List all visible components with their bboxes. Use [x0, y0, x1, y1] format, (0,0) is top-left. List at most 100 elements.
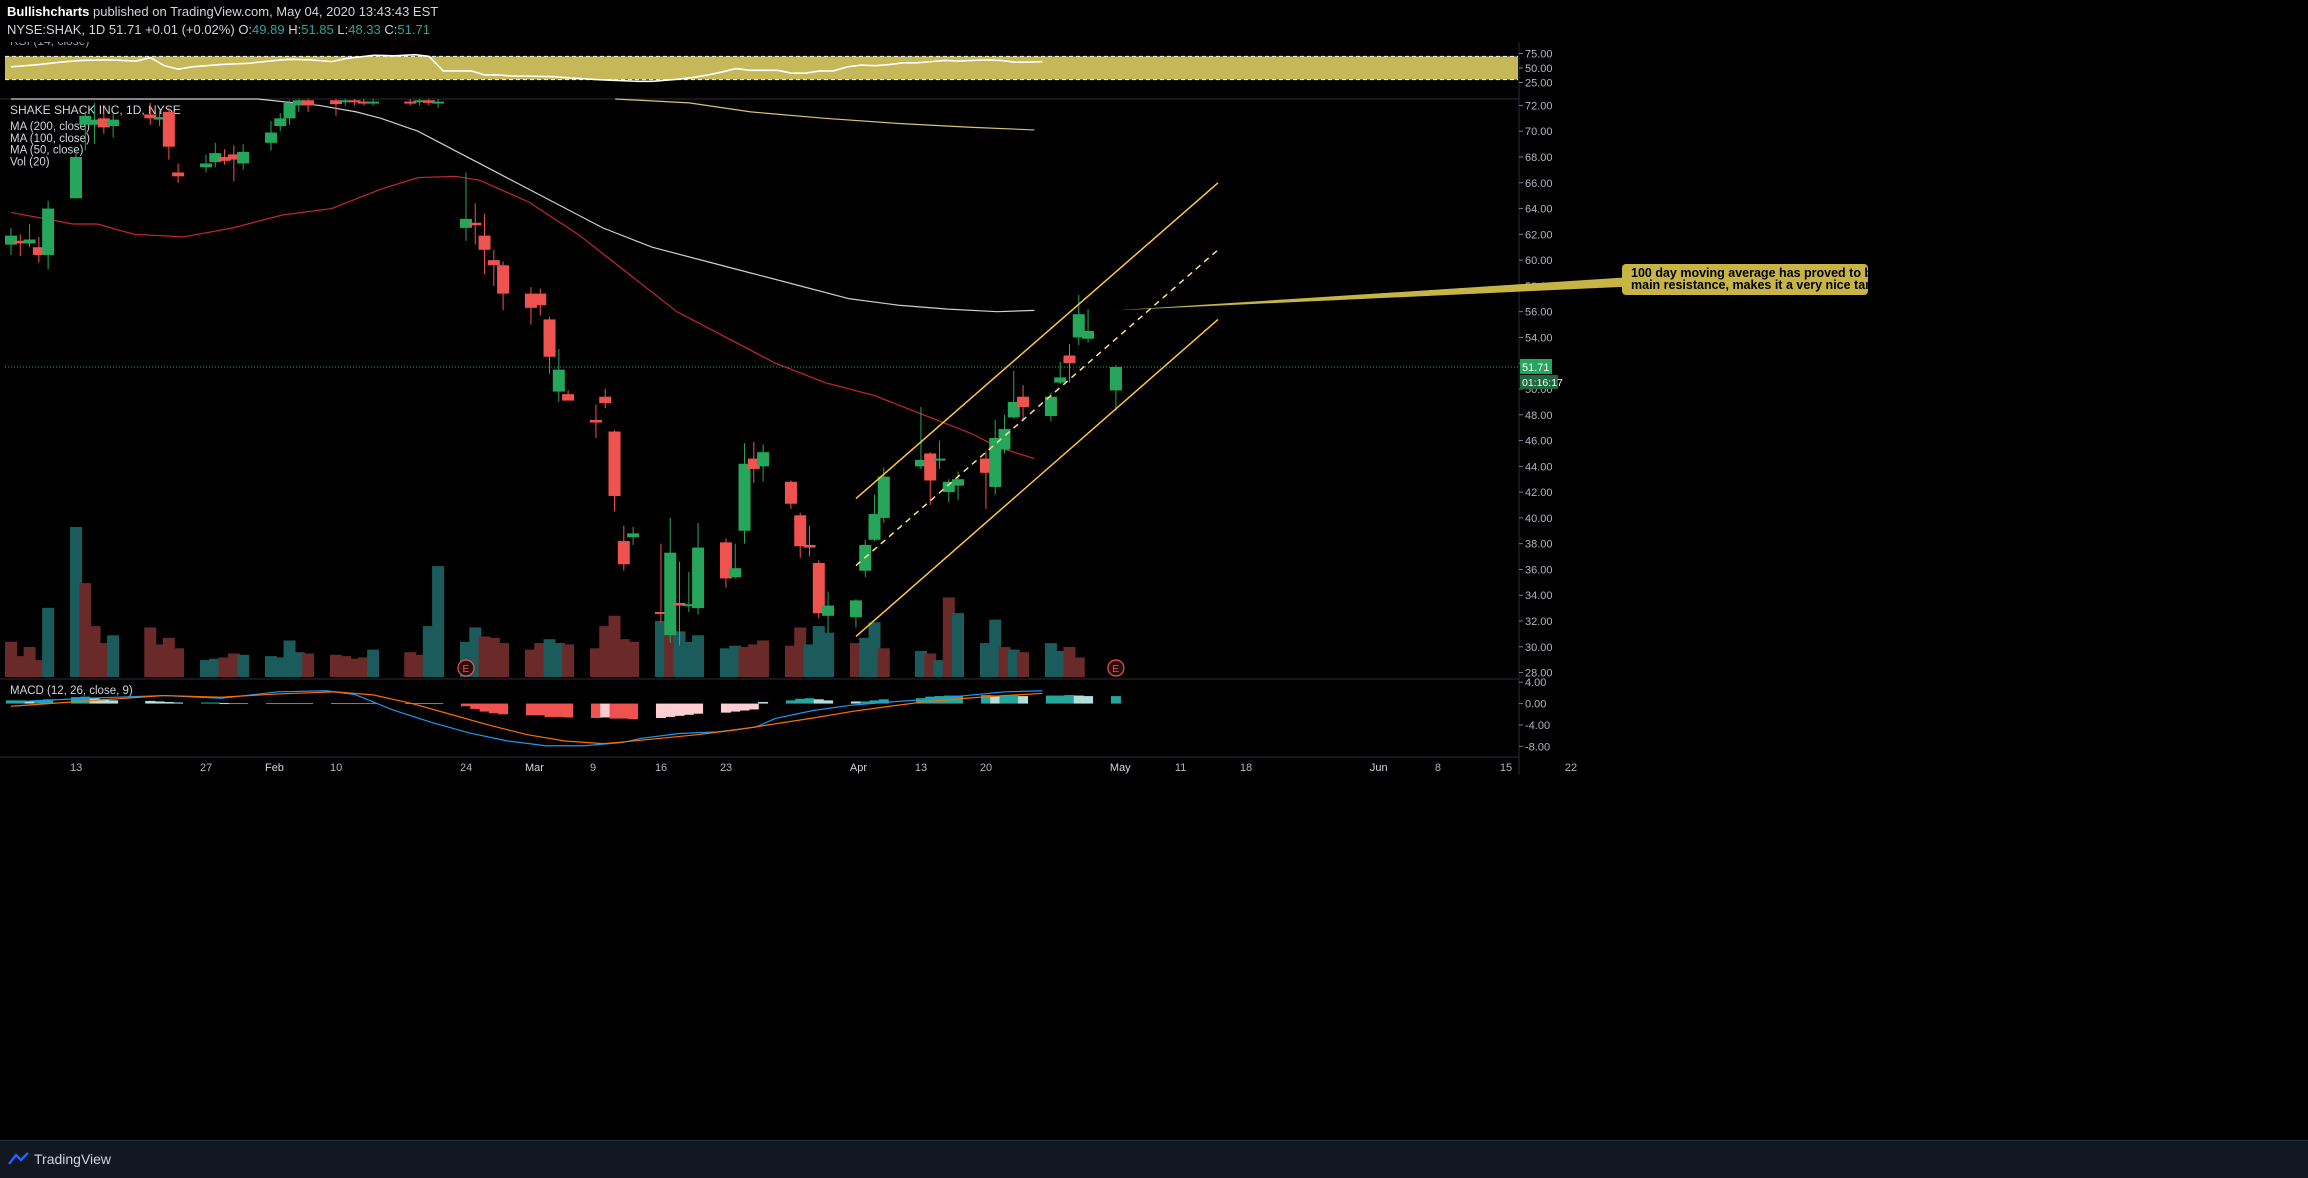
volume-bar — [534, 643, 547, 677]
candle-body — [69, 157, 82, 199]
rsi-tick-label: 75.00 — [1525, 49, 1553, 61]
volume-bar — [367, 649, 380, 677]
high-key: H: — [288, 22, 302, 37]
volume-bar — [1044, 643, 1057, 677]
volume-bar — [859, 637, 872, 677]
legend-entry: Vol (20) — [10, 156, 50, 168]
earnings-marker-icon — [457, 659, 475, 677]
candle-body — [952, 479, 965, 486]
candle-body — [367, 101, 380, 104]
x-tick-label: 23 — [720, 762, 732, 774]
brand-label[interactable]: TradingView — [34, 1151, 112, 1167]
channel-upper-line — [855, 182, 1219, 500]
candle-body — [627, 533, 640, 538]
y-tick-label: 42.00 — [1525, 487, 1553, 499]
volume-bar — [283, 640, 296, 677]
volume-bar — [599, 626, 612, 677]
volume-bar — [32, 660, 45, 677]
candle-body — [979, 458, 992, 473]
candle-body — [757, 452, 770, 467]
volume-bar — [729, 645, 742, 677]
signal-line — [10, 691, 1043, 745]
macd-histogram-bar — [999, 695, 1010, 704]
annotation-text-line1: 100 day moving average has proved to be — [1631, 266, 1879, 280]
macd-histogram-bar — [33, 700, 44, 704]
macd-histogram-bar — [293, 703, 304, 705]
macd-histogram-bar — [878, 699, 889, 704]
macd-histogram-bar — [24, 700, 35, 704]
annotation-text-line2: main resistance, makes it a very nice ta… — [1631, 278, 1890, 292]
macd-histogram-bar — [210, 702, 221, 704]
volume-bar — [738, 647, 751, 677]
candle-body — [88, 119, 101, 125]
candle-body — [348, 100, 361, 103]
rsi-tick-label: 25.00 — [1525, 78, 1553, 90]
tradingview-logo-icon — [8, 1152, 29, 1165]
symbol-label[interactable]: NYSE:SHAK, 1D — [7, 22, 106, 37]
macd-histogram-bar — [433, 703, 444, 705]
volume-bar — [998, 647, 1011, 677]
macd-histogram-bar — [303, 703, 314, 705]
y-tick-label: 68.00 — [1525, 152, 1553, 164]
macd-tick-label: 4.00 — [1525, 677, 1546, 689]
candle-body — [664, 552, 677, 636]
volume-bar — [524, 649, 537, 677]
y-tick-label: 44.00 — [1525, 461, 1553, 473]
macd-histogram-bar — [6, 700, 16, 704]
author-name[interactable]: Bullishcharts — [7, 4, 90, 19]
candle-body — [1063, 355, 1076, 364]
macd-histogram-bar — [683, 703, 694, 715]
macd-histogram-bar — [498, 703, 509, 715]
y-tick-label: 36.00 — [1525, 564, 1553, 576]
macd-tick-label: -4.00 — [1525, 720, 1550, 732]
earnings-marker-label: E — [1112, 664, 1119, 675]
candle-body — [729, 568, 742, 578]
volume-bar — [329, 654, 342, 677]
macd-histogram-bar — [330, 703, 341, 705]
candle-body — [14, 240, 27, 244]
volume-bar — [218, 657, 231, 677]
y-tick-label: 54.00 — [1525, 332, 1553, 344]
ohlc-line: NYSE:SHAK, 1D 51.71 +0.01 (+0.02%) O:49.… — [7, 22, 430, 37]
chart-canvas[interactable]: RSI (14, close) 75.00 50.00 25.00 SHAKE SHAC… — [0, 42, 2308, 1140]
candle-body — [153, 117, 166, 120]
macd-histogram-bar — [238, 703, 249, 705]
x-tick-label: 11 — [1175, 762, 1186, 774]
legend-entry: MA (100, close) — [10, 133, 90, 145]
volume-bar — [339, 656, 352, 677]
volume-bar — [719, 648, 732, 677]
y-tick-label: 40.00 — [1525, 513, 1553, 525]
volume-bar — [422, 626, 435, 677]
volume-bar — [933, 660, 946, 677]
macd-histogram-bar — [173, 702, 184, 704]
macd-histogram-bar — [850, 701, 861, 704]
macd-histogram-bar — [665, 703, 676, 717]
macd-histogram-bar — [535, 703, 546, 716]
volume-bar — [868, 622, 881, 677]
candle-body — [942, 481, 955, 493]
candle-body — [274, 118, 287, 127]
candle-body — [738, 463, 751, 531]
macd-histogram-bar — [590, 703, 601, 718]
candle-body — [719, 542, 732, 579]
macd-histogram-bar — [795, 698, 806, 704]
candle-body — [589, 419, 602, 423]
publish-line: Bullishcharts published on TradingView.c… — [7, 4, 438, 19]
candle-body — [264, 132, 277, 143]
y-tick-label: 38.00 — [1525, 539, 1553, 551]
macd-histogram-bar — [43, 699, 54, 704]
candle-body — [107, 119, 120, 127]
candle-body — [497, 265, 510, 294]
candle-body — [562, 394, 575, 401]
candle-body — [543, 319, 556, 357]
candle-body — [283, 102, 296, 119]
candle-body — [812, 563, 825, 614]
macd-histogram-bar — [934, 696, 945, 704]
volume-bar — [757, 640, 770, 677]
volume-bar — [664, 623, 677, 677]
macd-histogram-bar — [693, 703, 704, 714]
candle-body — [1017, 396, 1030, 408]
volume-bar — [14, 656, 27, 677]
candle-body — [822, 605, 835, 616]
volume-bar — [562, 644, 575, 677]
